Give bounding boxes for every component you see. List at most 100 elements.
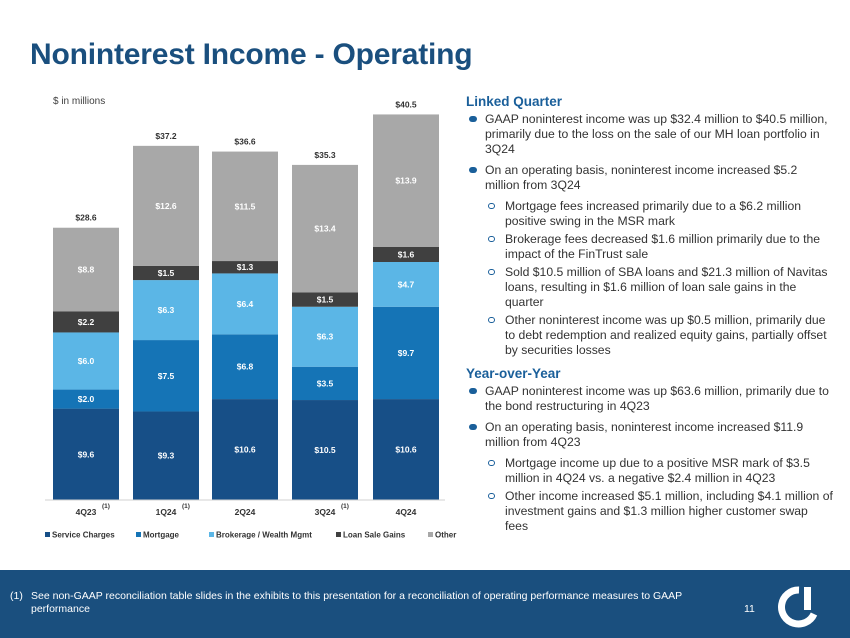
- segment-value-label: $10.6: [395, 445, 417, 455]
- legend-label: Other: [435, 531, 456, 540]
- legend-swatch: [45, 532, 50, 537]
- bar-total-label: $35.3: [314, 150, 336, 160]
- segment-value-label: $1.5: [317, 295, 334, 305]
- sub-bullet-icon: [488, 317, 495, 323]
- bar-segment: [373, 114, 439, 247]
- footnote-marker: (1): [10, 590, 23, 602]
- sub-bullet-text: Other noninterest income was up $0.5 mil…: [505, 313, 827, 357]
- x-tick-label: 3Q24: [315, 507, 336, 517]
- legend-label: Service Charges: [52, 531, 115, 540]
- sub-bullet: Other noninterest income was up $0.5 mil…: [466, 313, 834, 358]
- bar-segment: [212, 273, 278, 335]
- segment-value-label: $1.6: [398, 249, 415, 259]
- sub-bullet-icon: [488, 269, 495, 275]
- segment-value-label: $10.6: [234, 445, 256, 455]
- bar-segment: [373, 246, 439, 262]
- segment-value-label: $7.5: [158, 371, 175, 381]
- sub-bullet-text: Sold $10.5 million of SBA loans and $21.…: [505, 265, 828, 309]
- bar-segment: [373, 262, 439, 307]
- bullet: On an operating basis, noninterest incom…: [466, 420, 834, 450]
- bar-total-label: $28.6: [75, 213, 97, 223]
- x-tick-label: 4Q24: [396, 507, 417, 517]
- bar-segment: [133, 265, 199, 281]
- sub-bullet-text: Mortgage income up due to a positive MSR…: [505, 456, 810, 485]
- legend-label: Brokerage / Wealth Mgmt: [216, 531, 312, 540]
- x-tick-footnote-marker: (1): [182, 503, 190, 510]
- segment-value-label: $3.5: [317, 378, 334, 388]
- year-over-year-heading: Year-over-Year: [466, 366, 561, 381]
- segment-value-label: $12.6: [155, 201, 177, 211]
- segment-value-label: $8.8: [78, 265, 95, 275]
- legend-label: Loan Sale Gains: [343, 531, 406, 540]
- sub-bullet-icon: [488, 203, 495, 209]
- bar-segment: [212, 151, 278, 262]
- bar-segment: [212, 334, 278, 400]
- bar-segment: [292, 292, 358, 307]
- legend-label: Mortgage: [143, 531, 180, 540]
- bullet-text: On an operating basis, noninterest incom…: [485, 420, 804, 449]
- sub-bullet: Brokerage fees decreased $1.6 million pr…: [466, 232, 834, 262]
- bar-segment: [373, 399, 439, 500]
- bullet: On an operating basis, noninterest incom…: [466, 163, 834, 193]
- bullet: GAAP noninterest income was up $32.4 mil…: [466, 112, 834, 157]
- sub-bullet: Other income increased $5.1 million, inc…: [466, 489, 834, 534]
- bar-segment: [53, 389, 119, 409]
- bar-segment: [292, 400, 358, 500]
- bar-total-label: $37.2: [155, 131, 177, 141]
- segment-value-label: $6.4: [237, 299, 254, 309]
- page-title: Noninterest Income - Operating: [30, 38, 473, 71]
- x-tick-label: 2Q24: [235, 507, 256, 517]
- sub-bullet-icon: [488, 460, 495, 466]
- x-tick-label: 4Q23: [76, 507, 97, 517]
- x-tick-footnote-marker: (1): [341, 503, 349, 510]
- segment-value-label: $6.8: [237, 362, 254, 372]
- commentary-panel: Linked Quarter GAAP noninterest income w…: [466, 94, 834, 537]
- stacked-bar-chart: $ in millions $9.6 $2.0 $6.0 $2.2 $8.8 $28.6 $…: [45, 96, 456, 540]
- bullet: GAAP noninterest income was up $63.6 mil…: [466, 384, 834, 414]
- x-tick-footnote-marker: (1): [102, 503, 110, 510]
- sub-bullet-icon: [488, 493, 495, 499]
- x-tick-label: 1Q24: [156, 507, 177, 517]
- bar-total-label: $40.5: [395, 99, 417, 109]
- bar-segment: [53, 311, 119, 333]
- bar-segment: [212, 261, 278, 274]
- segment-value-label: $9.7: [398, 348, 415, 358]
- bar-segment: [133, 280, 199, 341]
- bullet-text: GAAP noninterest income was up $63.6 mil…: [485, 384, 829, 413]
- sub-bullet-text: Mortgage fees increased primarily due to…: [505, 199, 802, 228]
- segment-value-label: $13.9: [395, 176, 417, 186]
- legend-swatch: [136, 532, 141, 537]
- segment-value-label: $2.0: [78, 394, 95, 404]
- sub-bullet: Mortgage fees increased primarily due to…: [466, 199, 834, 229]
- bullet-icon: [469, 116, 477, 122]
- legend-swatch: [336, 532, 341, 537]
- bar-segment: [53, 332, 119, 390]
- segment-value-label: $1.5: [158, 268, 175, 278]
- linked-quarter-heading: Linked Quarter: [466, 94, 563, 109]
- sub-bullet-icon: [488, 236, 495, 242]
- legend-swatch: [209, 532, 214, 537]
- bullet-text: On an operating basis, noninterest incom…: [485, 163, 798, 192]
- units-label: $ in millions: [53, 96, 105, 107]
- legend-swatch: [428, 532, 433, 537]
- company-logo-icon: [778, 586, 818, 628]
- bar-segment: [373, 306, 439, 400]
- bar-segment: [212, 399, 278, 500]
- sub-bullet: Mortgage income up due to a positive MSR…: [466, 456, 834, 486]
- segment-value-label: $6.3: [158, 305, 175, 315]
- segment-value-label: $13.4: [314, 224, 336, 234]
- bar-segment: [133, 145, 199, 266]
- bar-segment: [292, 164, 358, 293]
- bar-segment: [292, 366, 358, 401]
- page-number: 11: [744, 603, 755, 615]
- segment-value-label: $6.0: [78, 356, 95, 366]
- bar-segment: [133, 411, 199, 500]
- segment-value-label: $9.6: [78, 449, 95, 459]
- segment-value-label: $6.3: [317, 332, 334, 342]
- bar-segment: [292, 306, 358, 367]
- segment-value-label: $1.3: [237, 262, 254, 272]
- segment-value-label: $4.7: [398, 279, 415, 289]
- bar-segment: [133, 340, 199, 412]
- sub-bullet: Sold $10.5 million of SBA loans and $21.…: [466, 265, 834, 310]
- footer-bar: [0, 570, 850, 638]
